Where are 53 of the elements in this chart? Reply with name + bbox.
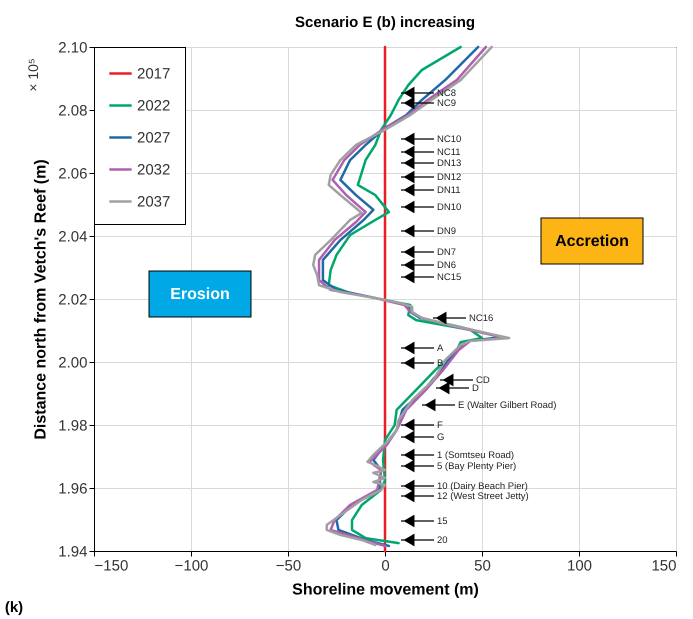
annotation: G — [437, 432, 444, 443]
legend-label: 2027 — [137, 130, 170, 146]
y-tick-label: 2.02 — [58, 292, 88, 308]
y-tick-label: 1.98 — [58, 418, 88, 434]
annotation: 12 (West Street Jetty) — [437, 491, 529, 502]
annotation: DN7 — [437, 247, 456, 258]
x-tick-label: 50 — [474, 558, 491, 574]
x-tick-label: −100 — [174, 558, 208, 574]
x-tick-label: 0 — [381, 558, 390, 574]
x-tick-label: −50 — [276, 558, 302, 574]
y-tick-label: 2.04 — [58, 228, 88, 246]
annotation: NC9 — [437, 98, 456, 109]
annotation: NC11 — [437, 147, 461, 158]
annotation: 1 (Somtseu Road) — [437, 450, 514, 461]
annotation: DN9 — [437, 226, 456, 237]
annotation: F — [437, 420, 443, 431]
annotation: DN13 — [437, 158, 462, 169]
chart-title: Scenario E (b) increasing — [294, 14, 476, 31]
annotation: DN6 — [437, 260, 456, 271]
y-tick-label: 2.06 — [58, 166, 88, 182]
legend-label: 2032 — [137, 162, 170, 178]
annotation: Erosion — [170, 286, 230, 303]
annotation: D — [472, 383, 479, 394]
annotation: 10 (Dairy Beach Pier) — [437, 481, 528, 492]
x-axis-title: Shoreline movement (m) — [292, 582, 479, 598]
annotation: Accretion — [555, 233, 629, 250]
x-tick-label: −150 — [94, 558, 128, 574]
annotation: NC15 — [437, 272, 462, 283]
y-tick-label: 2.10 — [58, 40, 88, 56]
annotation: DN12 — [437, 172, 462, 183]
annotation: 15 — [437, 516, 448, 527]
legend-label: 2037 — [137, 194, 170, 210]
annotation: NC8 — [437, 88, 456, 99]
annotation: DN11 — [437, 185, 461, 196]
annotation: 20 — [437, 535, 448, 546]
y-tick-label: 1.94 — [58, 544, 88, 560]
annotation: E (Walter Gilbert Road) — [458, 400, 556, 411]
text: (k) — [4, 599, 24, 616]
legend-label: 2022 — [137, 98, 170, 114]
annotation: A — [437, 343, 444, 354]
legend-label: 2017 — [137, 66, 170, 82]
annotation: DN10 — [437, 202, 462, 213]
annotation: 5 (Bay Plenty Pier) — [437, 461, 516, 472]
x-tick-label: 100 — [566, 558, 592, 574]
y-tick-label: 2.00 — [58, 354, 88, 372]
annotation: CD — [476, 375, 490, 386]
annotation: NC10 — [437, 134, 462, 145]
y-tick-label: 2.08 — [58, 102, 88, 120]
x-tick-label: 150 — [651, 558, 676, 574]
annotation: NC16 — [469, 313, 494, 324]
y-axis-title: Distance north from Vetch's Reef (m) — [32, 159, 50, 440]
text: × 10⁵ — [25, 58, 41, 92]
y-tick-label: 1.96 — [58, 480, 88, 498]
